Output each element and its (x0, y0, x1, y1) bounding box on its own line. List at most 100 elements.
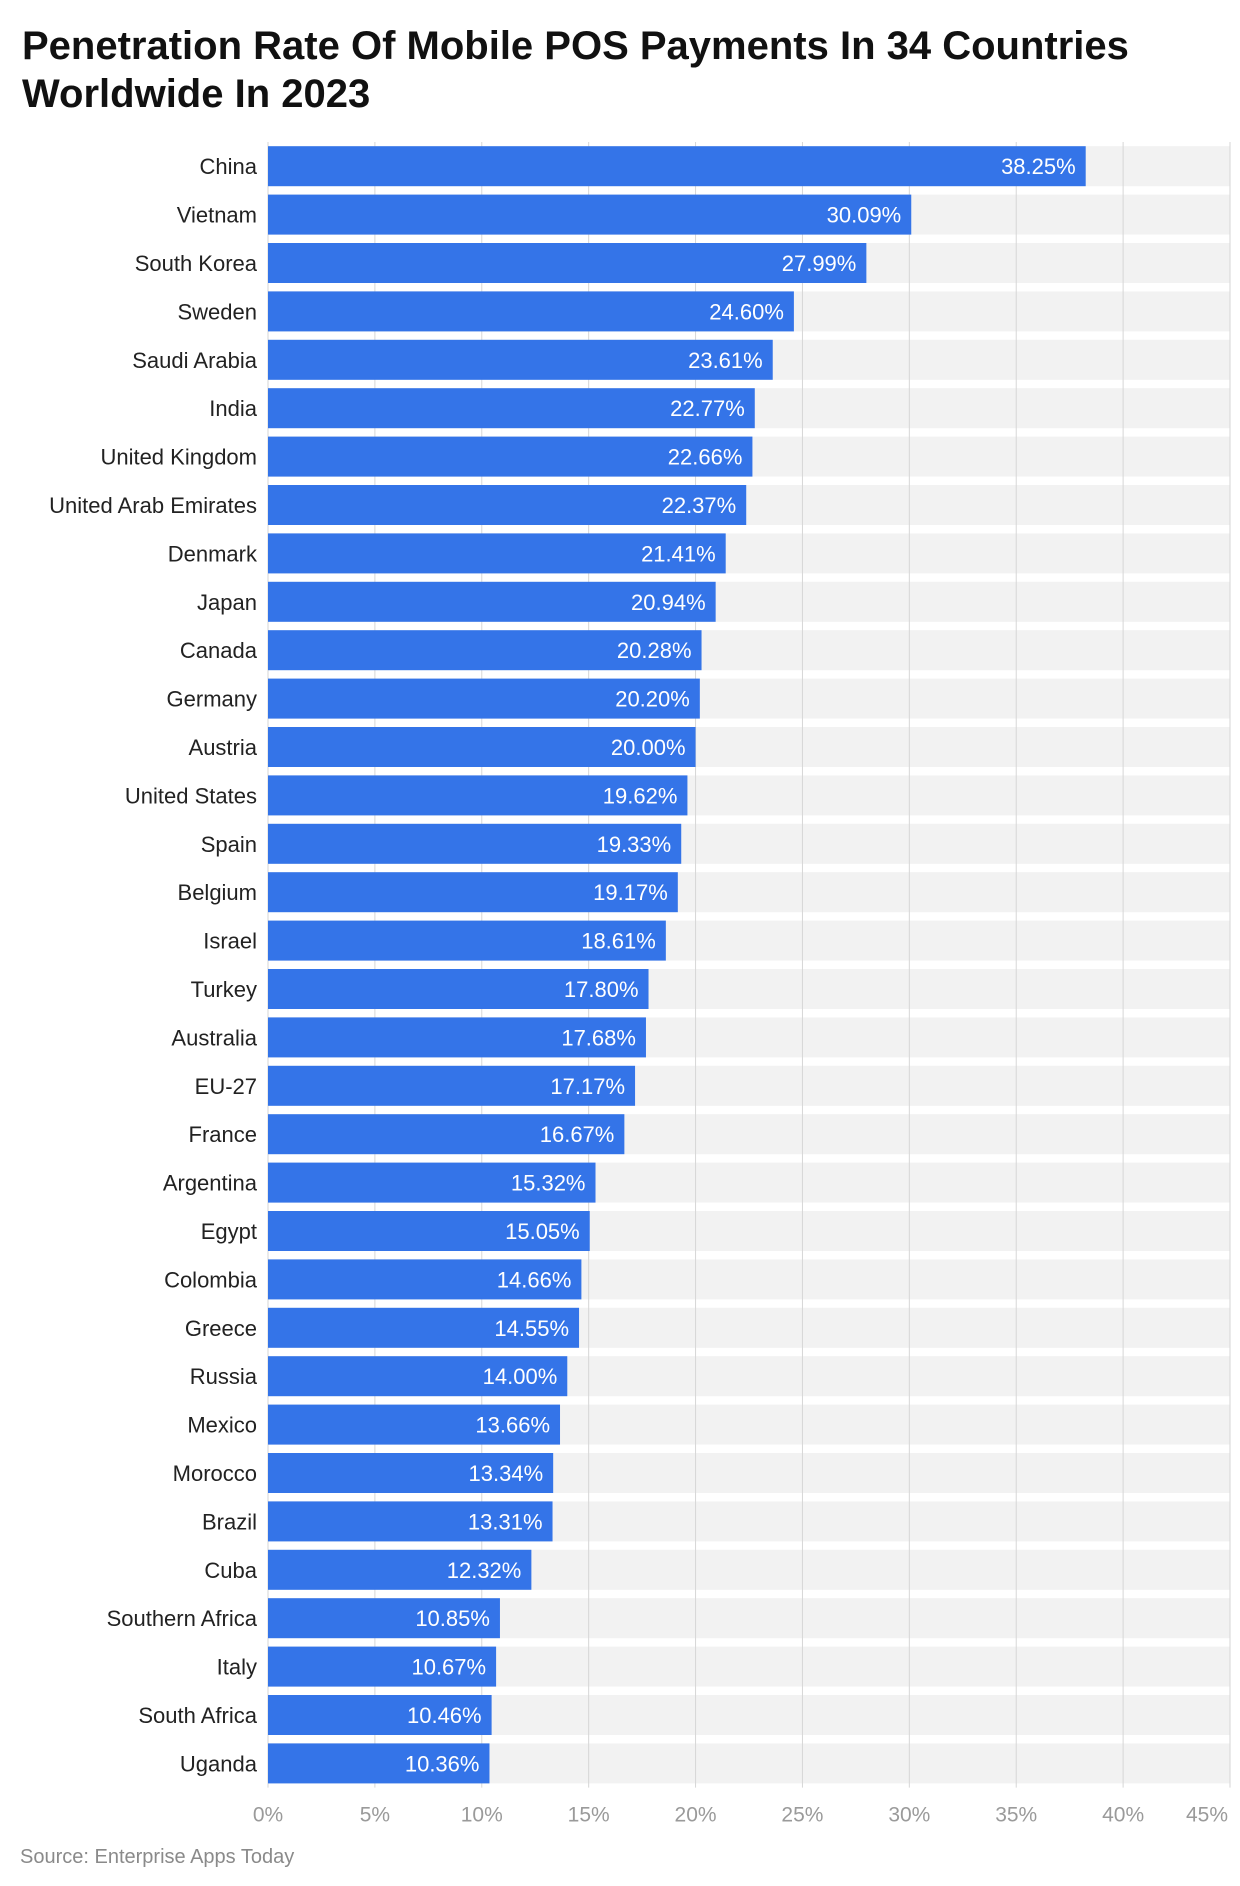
value-label: 22.66% (668, 445, 743, 470)
bar (268, 1404, 561, 1445)
category-label: Mexico (187, 1413, 257, 1438)
bar (268, 581, 716, 622)
x-tick-label: 10% (461, 1804, 503, 1827)
bar (268, 1598, 500, 1639)
category-label: France (189, 1122, 257, 1147)
value-label: 22.37% (662, 493, 737, 518)
bar (268, 1162, 596, 1203)
value-label: 16.67% (540, 1122, 615, 1147)
bar (268, 1646, 497, 1687)
category-label: Greece (185, 1316, 257, 1341)
value-label: 22.77% (670, 396, 745, 421)
bar (268, 291, 794, 332)
value-label: 15.32% (511, 1171, 586, 1196)
value-label: 17.68% (561, 1025, 636, 1050)
category-label: EU-27 (195, 1074, 257, 1099)
category-label: Cuba (204, 1558, 257, 1583)
category-label: India (209, 396, 257, 421)
bar (268, 388, 755, 429)
category-label: United States (125, 783, 257, 808)
bars (268, 146, 1086, 1784)
bar (268, 1743, 490, 1784)
value-label: 20.28% (617, 638, 692, 663)
bar (268, 920, 666, 961)
bar (268, 1307, 580, 1348)
category-label: Belgium (178, 880, 257, 905)
category-label: China (200, 154, 258, 179)
category-label: South Korea (135, 251, 258, 276)
value-label: 10.36% (405, 1751, 480, 1776)
value-label: 24.60% (709, 299, 784, 324)
category-label: Argentina (163, 1171, 258, 1196)
category-label: Uganda (180, 1751, 258, 1776)
category-label: Italy (217, 1655, 257, 1680)
category-label: United Kingdom (100, 445, 257, 470)
value-label: 12.32% (447, 1558, 522, 1583)
bar (268, 1114, 625, 1155)
value-label: 30.09% (827, 203, 902, 228)
x-tick-label: 5% (360, 1804, 390, 1827)
category-label: Colombia (164, 1267, 258, 1292)
category-label: Austria (189, 735, 258, 760)
bar (268, 823, 682, 864)
category-label: Southern Africa (107, 1606, 258, 1631)
category-label: Israel (203, 929, 257, 954)
x-tick-label: 20% (675, 1804, 717, 1827)
value-label: 20.20% (615, 687, 690, 712)
value-labels: 38.25% 30.09% 27.99% 24.60% 23.61% 22.77% 22.6… (405, 154, 1076, 1776)
category-label: Germany (167, 687, 257, 712)
x-axis-ticks: 0% 5% 10% 15% 20% 25% 30% 35% 40% 45% (253, 1804, 1228, 1827)
value-label: 13.66% (475, 1413, 550, 1438)
bar (268, 969, 649, 1009)
value-label: 18.61% (581, 929, 656, 954)
value-label: 10.46% (407, 1703, 482, 1728)
chart-title: Penetration Rate Of Mobile POS Payments … (22, 24, 1129, 116)
bar (268, 630, 702, 671)
value-label: 19.62% (603, 783, 678, 808)
value-label: 38.25% (1001, 154, 1076, 179)
bar (268, 243, 867, 283)
bar (268, 775, 688, 816)
bar (268, 339, 773, 380)
category-label: Brazil (202, 1509, 257, 1534)
bar (268, 872, 678, 913)
bar (268, 146, 1086, 187)
value-label: 27.99% (782, 251, 857, 276)
value-label: 19.17% (593, 880, 668, 905)
value-label: 14.00% (483, 1364, 558, 1389)
x-tick-label: 45% (1186, 1804, 1228, 1827)
value-label: 10.85% (415, 1606, 490, 1631)
bar (268, 485, 747, 525)
value-label: 13.31% (468, 1509, 543, 1534)
bar (268, 1695, 492, 1735)
bar (268, 1356, 568, 1397)
value-label: 14.66% (497, 1267, 572, 1292)
value-label: 20.94% (631, 590, 706, 615)
bar (268, 678, 700, 719)
value-label: 23.61% (688, 348, 763, 373)
category-label: Morocco (173, 1461, 257, 1486)
bar (268, 1453, 554, 1493)
category-label: United Arab Emirates (49, 493, 257, 518)
value-label: 17.17% (550, 1074, 625, 1099)
bar (268, 1501, 553, 1542)
x-tick-label: 0% (253, 1804, 283, 1827)
value-label: 21.41% (641, 541, 716, 566)
category-labels: China Vietnam South Korea Sweden Saudi Arabi… (49, 154, 258, 1776)
bar (268, 1065, 636, 1106)
value-label: 19.33% (597, 832, 672, 857)
category-label: Sweden (177, 299, 257, 324)
x-tick-label: 15% (568, 1804, 610, 1827)
x-tick-label: 40% (1102, 1804, 1144, 1827)
category-label: Vietnam (177, 203, 257, 228)
bar (268, 533, 726, 574)
source-note: Source: Enterprise Apps Today (20, 1846, 295, 1868)
value-label: 10.67% (411, 1655, 486, 1680)
bar (268, 436, 753, 477)
x-tick-label: 30% (888, 1804, 930, 1827)
bar (268, 1549, 532, 1590)
category-label: Canada (180, 638, 258, 663)
bar (268, 194, 912, 235)
category-label: South Africa (138, 1703, 257, 1728)
